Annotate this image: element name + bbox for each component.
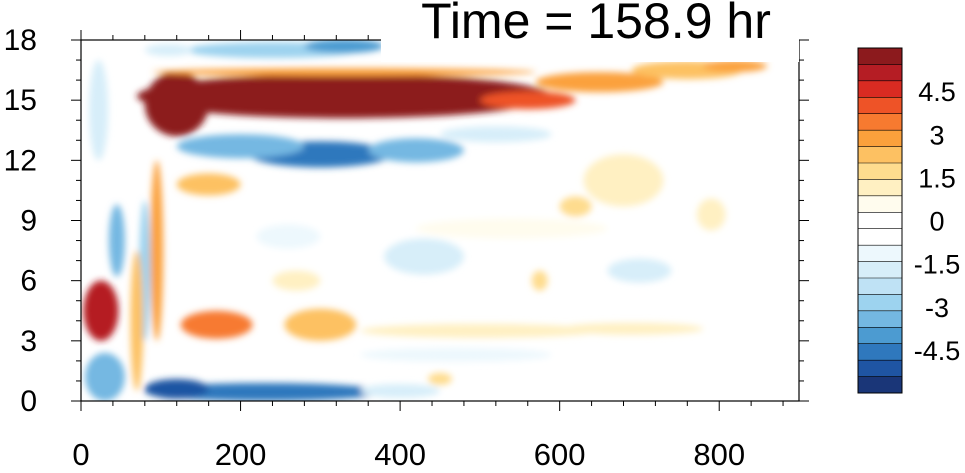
- contour-cold-left-strip: [108, 204, 125, 277]
- contour-cold-upper-west: [144, 44, 193, 57]
- contour-cold-surface-east: [360, 383, 440, 398]
- contour-warm-low-tail: [360, 323, 600, 338]
- colorbar-swatch: [858, 113, 902, 131]
- y-tick-label: 18: [4, 24, 37, 57]
- colorbar-swatch: [858, 360, 902, 377]
- colorbar-swatch: [858, 179, 902, 197]
- contour-warm-low-level-blob: [83, 280, 119, 341]
- contour-cold-left-low: [84, 352, 125, 401]
- colorbar-swatch: [858, 278, 902, 295]
- colorbar-swatch: [858, 245, 902, 262]
- contour-jet-core: [136, 74, 552, 119]
- plot-area: 0 200 400 600 800 0 3 6 9 12 15 18: [4, 24, 809, 472]
- colorbar-swatch: [858, 310, 902, 328]
- colorbar-swatch: [858, 130, 902, 147]
- contour-warm-east-edge: [696, 198, 726, 231]
- colorbar: 4.5 3 1.5 0 -1.5 -3 -4.5: [857, 47, 961, 394]
- contour-cold-patch-c: [360, 347, 552, 362]
- contour-jet-tail-b: [535, 72, 664, 93]
- y-tick-label: 6: [20, 265, 37, 298]
- x-tick-label: 400: [374, 437, 426, 472]
- colorbar-swatch: [858, 294, 902, 312]
- colorbar-swatch: [858, 97, 902, 115]
- y-tick-label: 0: [20, 385, 37, 418]
- colorbar-tick-label: 1.5: [918, 163, 956, 193]
- colorbar-swatch: [858, 343, 902, 361]
- contour-cold-patch-d: [256, 224, 321, 249]
- contour-cold-patch-a: [384, 238, 464, 275]
- contour-warm-dot: [531, 270, 548, 291]
- contour-jet-tip: [703, 60, 768, 73]
- contour-jet-tail-a: [479, 91, 576, 110]
- colorbar-tick-label: -1.5: [914, 250, 961, 280]
- contour-warm-low-a: [180, 310, 253, 339]
- contour-cold-upper-core: [304, 40, 385, 54]
- contour-cold-left-upper: [88, 60, 109, 161]
- y-axis: 0 3 6 9 12 15 18: [4, 24, 809, 418]
- contour-cold-surface-west: [144, 378, 209, 399]
- contour-warm-low-c: [272, 270, 321, 291]
- colorbar-swatch: [858, 146, 902, 164]
- colorbar-swatch: [858, 80, 902, 98]
- chart-title: Time = 158.9 hr: [421, 0, 771, 49]
- contour-warm-mid: [176, 173, 241, 196]
- x-axis: 0 200 400 600 800: [72, 30, 784, 472]
- contour-warm-low-far: [559, 322, 704, 335]
- colorbar-swatch: [858, 212, 902, 230]
- colorbar-swatch: [858, 48, 902, 65]
- contour-cold-patch-b: [607, 258, 672, 283]
- colorbar-tick-label: 3: [929, 120, 944, 150]
- y-tick-label: 3: [20, 325, 37, 358]
- y-tick-label: 9: [20, 205, 37, 238]
- contour-warm-east-a: [583, 154, 664, 207]
- colorbar-swatch: [858, 261, 902, 279]
- contour-warm-east-band: [416, 218, 608, 239]
- title-backdrop: [381, 0, 799, 62]
- colorbar-frame: [857, 47, 903, 394]
- contour-jet-upper-edge: [152, 68, 536, 77]
- contour-field: [83, 40, 768, 401]
- x-tick-label: 800: [693, 437, 745, 472]
- contour-warm-wedge: [150, 160, 164, 341]
- y-tick-label: 12: [4, 144, 37, 177]
- colorbar-tick-label: -3: [925, 293, 949, 323]
- colorbar-swatch: [858, 376, 902, 394]
- x-tick-label: 0: [72, 437, 89, 472]
- colorbar-swatch: [858, 64, 902, 82]
- contour-warm-low-b: [284, 308, 357, 341]
- colorbar-tick-label: 4.5: [918, 77, 956, 107]
- colorbar-swatch: [858, 327, 902, 345]
- contour-warm-east-b: [559, 196, 592, 217]
- contour-jet-root: [144, 72, 209, 137]
- colorbar-swatch: [858, 163, 902, 180]
- contour-warm-surface-spot: [428, 372, 452, 385]
- colorbar-swatch: [858, 228, 902, 246]
- contour-cold-west: [176, 134, 305, 159]
- colorbar-swatch: [858, 195, 902, 213]
- colorbar-tick-label: -4.5: [914, 336, 961, 366]
- x-tick-label: 200: [215, 437, 267, 472]
- contour-cold-east: [368, 138, 464, 163]
- y-tick-label: 15: [4, 84, 37, 117]
- contour-cold-east-fringe: [440, 126, 552, 143]
- contour-warm-front-strip: [130, 250, 144, 391]
- x-tick-label: 600: [534, 437, 586, 472]
- colorbar-tick-label: 0: [929, 207, 944, 237]
